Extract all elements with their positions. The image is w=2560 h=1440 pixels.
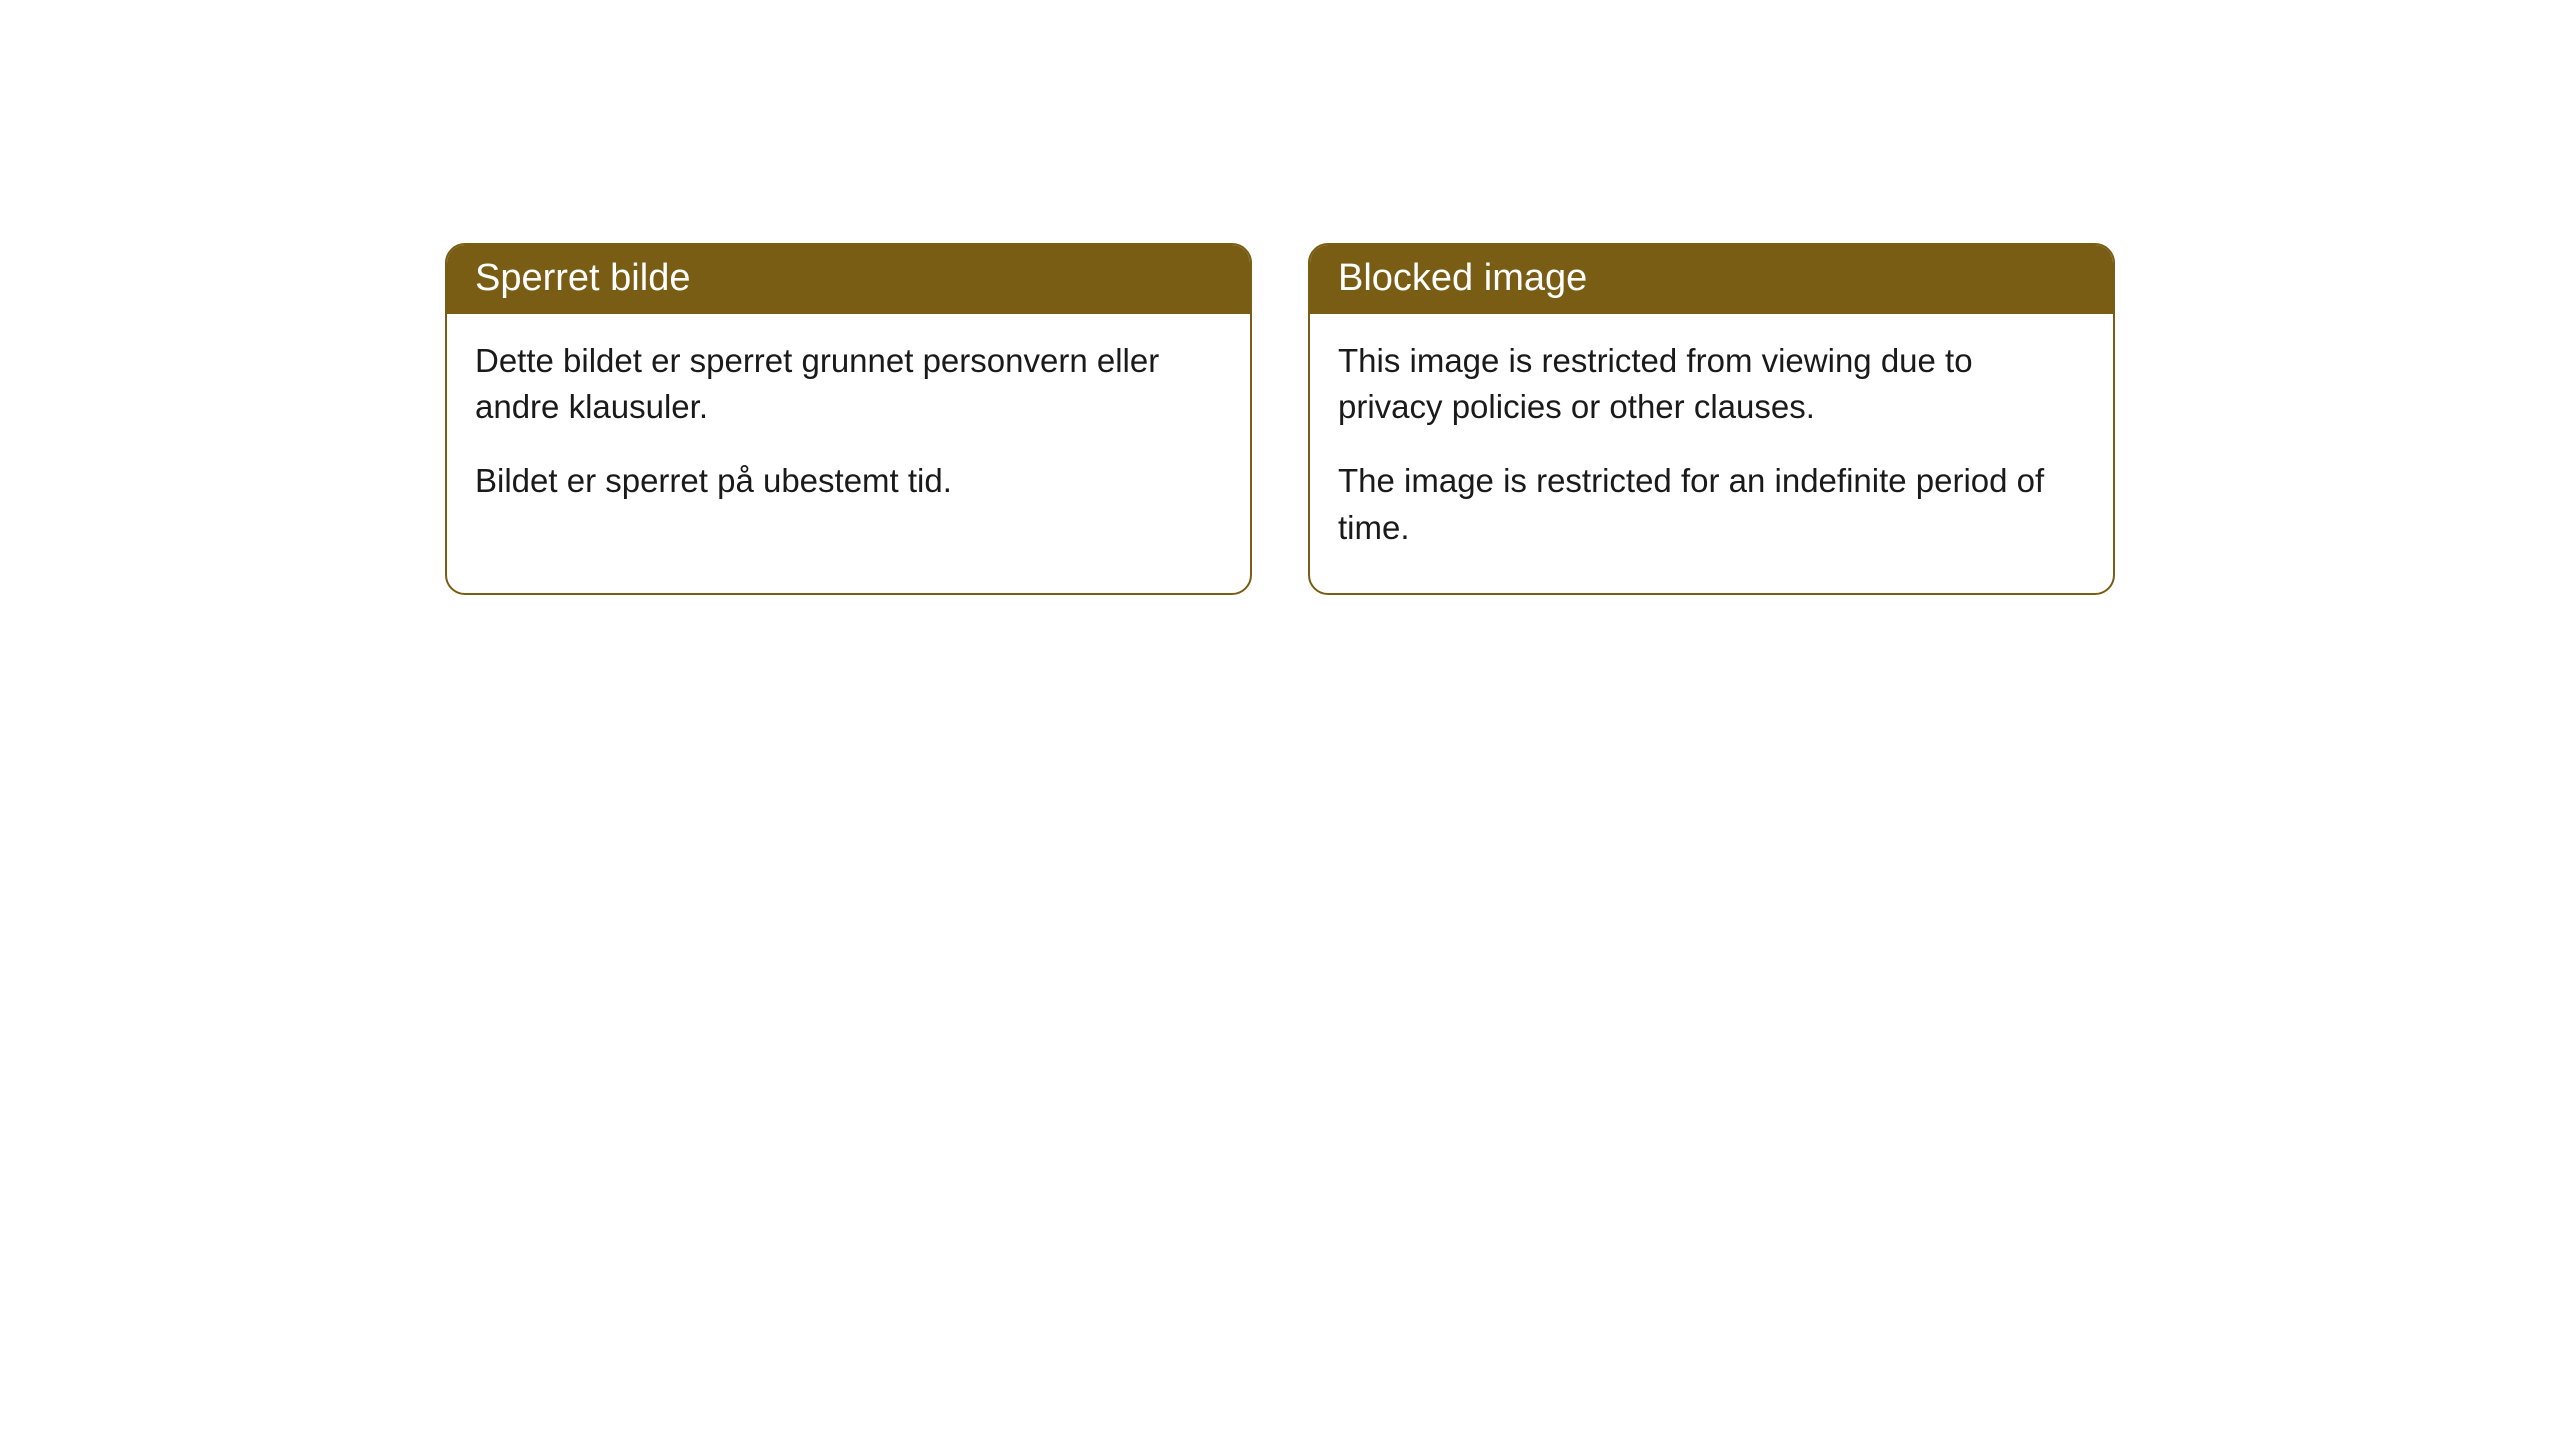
card-header: Blocked image (1310, 245, 2113, 314)
card-body: Dette bildet er sperret grunnet personve… (447, 314, 1250, 547)
card-paragraph-2: Bildet er sperret på ubestemt tid. (475, 458, 1222, 504)
card-paragraph-2: The image is restricted for an indefinit… (1338, 458, 2085, 550)
card-title: Sperret bilde (475, 257, 690, 299)
card-paragraph-1: Dette bildet er sperret grunnet personve… (475, 338, 1222, 430)
card-header: Sperret bilde (447, 245, 1250, 314)
card-title: Blocked image (1338, 257, 1587, 299)
blocked-image-card-english: Blocked image This image is restricted f… (1308, 243, 2115, 595)
card-body: This image is restricted from viewing du… (1310, 314, 2113, 593)
blocked-image-card-norwegian: Sperret bilde Dette bildet er sperret gr… (445, 243, 1252, 595)
cards-container: Sperret bilde Dette bildet er sperret gr… (445, 243, 2115, 595)
card-paragraph-1: This image is restricted from viewing du… (1338, 338, 2085, 430)
